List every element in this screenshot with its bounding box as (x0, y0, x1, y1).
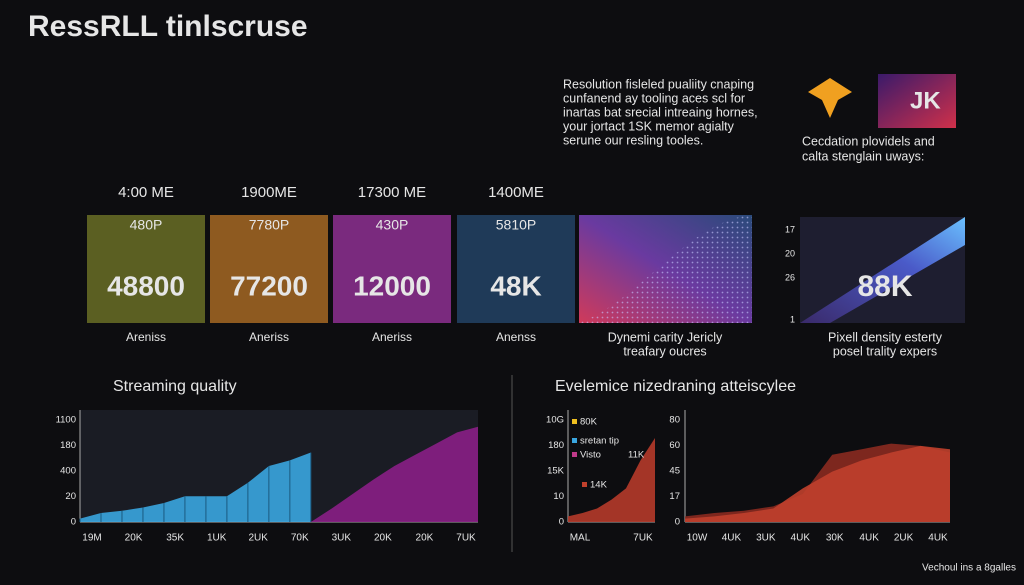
y-tick-label: 15K (547, 466, 565, 477)
x-tick-label: 1UK (207, 533, 227, 544)
legend-label: 11K (628, 450, 645, 461)
y-tick-label: 400 (60, 466, 76, 477)
card-top: 1400ME (488, 184, 544, 201)
intro-line: serune our resling tooles. (563, 133, 703, 147)
x-tick-label: 20K (125, 533, 143, 544)
card-value: 48K (490, 270, 541, 301)
card-value: 12000 (353, 270, 431, 301)
x-tick-label: 35K (166, 533, 184, 544)
section-title: Streaming quality (113, 378, 237, 395)
card-top: 1900ME (241, 184, 297, 201)
y-tick-label: 80 (669, 415, 680, 426)
preview-stripe (800, 217, 965, 323)
card-sub: 5810P (496, 217, 536, 233)
card-value: 48800 (107, 270, 185, 301)
legend-swatch (582, 482, 587, 487)
logo-text: JK (910, 87, 941, 114)
x-tick-label: 4UK (859, 533, 879, 544)
legend-swatch (572, 438, 577, 443)
intro-line: your jortact 1SK memor agialty (563, 119, 735, 133)
caption: Dynemi carity Jericly (608, 330, 723, 344)
y-tick-label: 180 (548, 440, 564, 451)
x-tick-label: 7UK (456, 533, 476, 544)
card-label: Anenss (496, 330, 536, 344)
card-top: 17300 ME (358, 184, 426, 201)
y-tick-label: 10G (546, 415, 564, 426)
footer: Vechoul ins a 8galles (922, 563, 1016, 574)
logo-box (878, 74, 956, 128)
x-tick-label: 4UK (791, 533, 811, 544)
card-label: Aneriss (372, 330, 412, 344)
section-title: Evelemice nizedraning atteiscylee (555, 378, 796, 395)
area (80, 452, 311, 522)
legend-swatch (572, 452, 577, 457)
card (210, 215, 328, 323)
card (87, 215, 205, 323)
x-tick-label: 30K (826, 533, 844, 544)
intro-line: cunfanend ay tooling aces scl for (563, 91, 745, 105)
brand-line: Cecdation plovidels and (802, 134, 935, 148)
y-tick-label: 0 (71, 517, 76, 528)
card-label: Aneriss (249, 330, 289, 344)
card-sub: 7780P (249, 217, 289, 233)
card-top: 4:00 ME (118, 184, 174, 201)
x-tick-label: 20K (374, 533, 392, 544)
x-tick-label: 10W (687, 533, 708, 544)
y-tick-label: 180 (60, 440, 76, 451)
brand-line: calta stenglain uways: (802, 149, 924, 163)
y-tick-label: 17 (669, 491, 680, 502)
preview-tick: 26 (785, 272, 795, 282)
x-tick-label: 4UK (928, 533, 948, 544)
intro-line: inartas bat srecial intreaing hornes, (563, 105, 758, 119)
y-tick-label: 45 (669, 466, 680, 477)
legend-label: Visto (580, 450, 601, 461)
preview-tick: 1 (790, 314, 795, 324)
x-tick-label: 19M (82, 533, 101, 544)
legend-label: 14K (590, 480, 608, 491)
x-tick-label: MAL (570, 533, 591, 544)
card (457, 215, 575, 323)
x-tick-label: 70K (291, 533, 309, 544)
legend-label: 80K (580, 417, 598, 428)
x-tick-label: 20K (416, 533, 434, 544)
x-tick-label: 7UK (633, 533, 653, 544)
caption: treafary oucres (623, 344, 706, 358)
card-label: Areniss (126, 330, 166, 344)
y-tick-label: 10 (553, 491, 564, 502)
legend-swatch (572, 419, 577, 424)
x-tick-label: 3UK (756, 533, 776, 544)
card-value: 77200 (230, 270, 308, 301)
preview-value: 88K (857, 270, 912, 303)
x-tick-label: 3UK (332, 533, 352, 544)
y-tick-label: 0 (675, 517, 680, 528)
intro-line: Resolution fisleled pualiity cnaping (563, 77, 754, 91)
caption: Pixell density esterty (828, 330, 943, 344)
area (568, 438, 655, 522)
y-tick-label: 1100 (56, 415, 76, 426)
caption: posel trality expers (833, 344, 937, 358)
y-tick-label: 20 (65, 491, 76, 502)
card (333, 215, 451, 323)
y-tick-label: 60 (669, 440, 680, 451)
area (685, 445, 950, 522)
y-tick-label: 0 (559, 517, 564, 528)
x-tick-label: 4UK (722, 533, 742, 544)
card-sub: 430P (376, 217, 409, 233)
preview-tick: 20 (785, 248, 795, 258)
x-tick-label: 2UK (894, 533, 914, 544)
page-title: RessRLL tinlscruse (28, 10, 308, 43)
card-sub: 480P (130, 217, 163, 233)
area (310, 426, 478, 522)
x-tick-label: 2UK (248, 533, 268, 544)
legend-label: sretan tip (580, 436, 619, 447)
preview-mesh (579, 215, 752, 323)
logo-icon (808, 78, 852, 118)
preview-tick: 17 (785, 224, 795, 234)
